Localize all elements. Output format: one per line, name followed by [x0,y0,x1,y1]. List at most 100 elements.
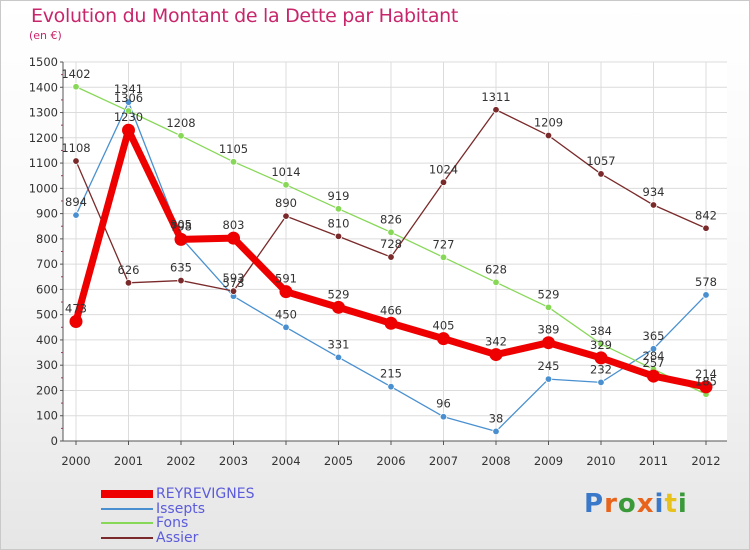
legend-item: Fons [101,516,254,531]
legend-swatch [101,536,153,539]
data-point [282,181,290,189]
data-point [332,300,345,314]
data-label: 329 [590,338,612,352]
data-label: 727 [433,237,455,251]
data-point [702,224,710,232]
data-label: 934 [643,185,665,199]
data-point [492,427,500,436]
x-tick-label: 2005 [324,454,353,468]
legend-swatch [101,490,153,499]
data-label: 591 [275,272,297,286]
data-label: 1108 [61,141,90,155]
x-tick-label: 2002 [166,454,195,468]
data-label: 232 [590,362,612,376]
x-tick-label: 2008 [481,454,510,468]
data-point [282,323,290,331]
data-point [177,132,185,140]
legend-label: Assier [156,529,199,546]
x-tick-label: 2004 [271,454,300,468]
data-label: 450 [275,307,297,321]
data-label: 215 [380,367,402,381]
chart-unit: (en €) [29,29,62,42]
data-label: 529 [328,287,350,301]
y-tick-label: 1300 [29,106,58,120]
data-point [72,83,80,91]
x-tick-label: 2001 [114,454,143,468]
data-point [597,170,605,178]
x-tick-label: 2011 [639,454,668,468]
data-label: 919 [328,189,350,203]
data-label: 1230 [114,110,143,124]
data-label: 389 [538,323,560,337]
data-label: 805 [170,218,192,232]
x-tick-label: 2009 [534,454,563,468]
data-label: 728 [380,237,402,251]
data-point [229,287,238,295]
data-label: 1306 [114,91,143,105]
chart-title: Evolution du Montant de la Dette par Hab… [31,5,459,27]
y-tick-label: 1200 [29,131,58,145]
data-label: 1402 [61,67,90,81]
data-label: 1341 [114,82,143,96]
data-point [384,316,398,330]
data-point [387,253,395,261]
data-point [649,345,658,353]
data-point [702,291,710,299]
data-label: 1105 [219,142,248,156]
data-label: 257 [643,356,665,370]
logo-letter: P [584,489,605,519]
y-tick-label: 1100 [29,156,58,170]
data-label: 1057 [586,154,615,168]
data-point [72,211,80,219]
data-label: 405 [433,319,455,333]
data-point [124,98,133,106]
data-label: 635 [170,261,192,275]
data-point [544,303,553,312]
x-tick-label: 2006 [376,454,405,468]
data-point [69,314,83,328]
data-point [544,131,553,140]
y-tick-label: 600 [36,282,58,296]
data-label: 593 [223,271,245,285]
legend-item: Assier [101,531,254,546]
data-label: 38 [489,411,504,425]
legend-item: Issepts [101,502,254,517]
data-point [334,353,343,362]
data-label: 284 [643,349,665,363]
data-label: 214 [695,367,717,381]
data-label: 529 [538,287,560,301]
y-tick-label: 0 [51,434,58,448]
data-label: 466 [380,303,402,317]
data-label: 1311 [481,90,510,104]
data-point [439,178,448,186]
legend-label: Fons [156,515,189,532]
data-label: 185 [695,374,717,388]
logo-letter: r [604,489,618,519]
chart-legend: REYREVIGNES Issepts Fons Assier [101,487,254,545]
data-label: 365 [643,329,665,343]
y-tick-label: 1000 [29,181,58,195]
data-label: 894 [65,195,87,209]
data-label: 331 [328,337,350,351]
x-tick-label: 2010 [586,454,615,468]
x-tick-label: 2007 [429,454,458,468]
data-point [492,278,500,287]
data-point [387,228,395,236]
data-point [439,413,448,421]
data-label: 384 [590,324,612,338]
legend-label: REYREVIGNES [156,486,255,503]
data-point [177,276,185,285]
data-label: 245 [538,359,560,373]
data-label: 573 [223,276,245,290]
y-tick-label: 200 [36,383,58,397]
data-point [489,348,503,362]
data-point [649,201,658,209]
data-point [334,232,343,241]
x-tick-label: 2000 [61,454,90,468]
data-label: 842 [695,208,717,222]
y-tick-label: 800 [36,232,58,246]
data-point [387,382,395,391]
data-label: 1014 [271,165,300,179]
data-label: 890 [275,196,297,210]
data-point [542,336,555,350]
